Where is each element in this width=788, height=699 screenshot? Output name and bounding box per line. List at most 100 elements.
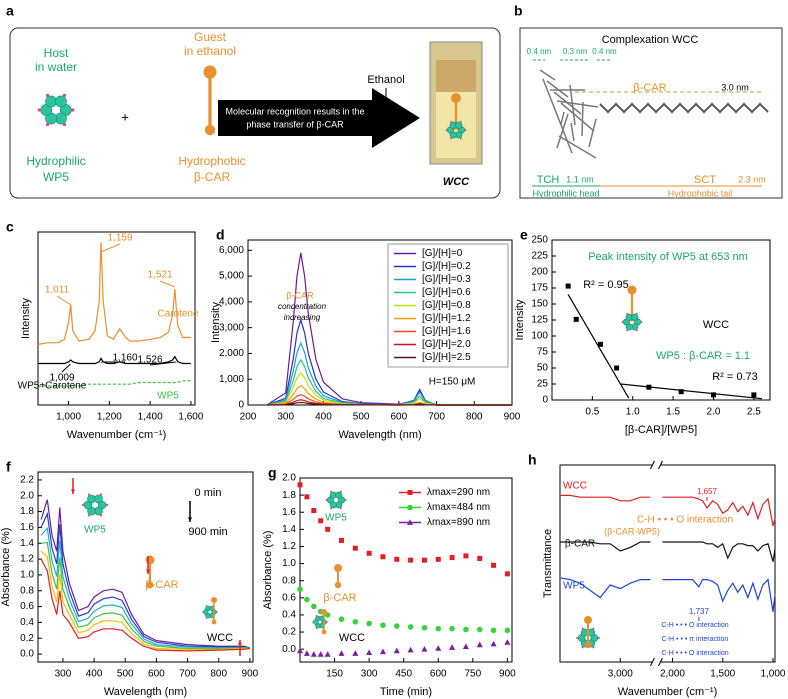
point [394,556,400,562]
x-axis-label: Wavenumber (cm⁻¹) [67,429,167,441]
point [407,646,414,653]
host-icon-atom [626,329,629,332]
peak-arrow [159,280,176,288]
y-tick-label: 1.0 [282,558,296,569]
y-tick-label: 1.6 [282,507,296,518]
annotation: R² = 0.73 [712,371,758,383]
point [435,645,442,651]
host-icon-atom [87,493,91,496]
x-tick-label: 300 [55,669,72,680]
point [490,640,497,647]
legend-label: λmax=290 nm [427,487,490,498]
host-icon-atom [99,514,103,517]
molecule-host [560,102,595,132]
panel-label: h [528,452,537,468]
point [490,627,497,634]
host-icon-atom [71,108,75,112]
x-axis-label: [β-CAR]/[WP5] [625,424,697,436]
point [311,508,317,514]
molecule-host [539,69,556,81]
peak-label: 1,657 [697,487,718,496]
host-icon-atom [592,627,595,630]
point [352,650,359,656]
x-tick-label: 1,500 [710,669,735,680]
annotation: R² = 0.95 [583,279,629,291]
point [597,341,603,347]
series-label: WP5+Carotene [18,381,87,392]
legend-label: [G]/[H]=0.6 [422,287,471,298]
host-icon [55,95,67,108]
peak-label: 1,160 [112,353,137,364]
point [504,627,511,634]
series-line [40,499,251,649]
y-tick-label: 1.4 [20,538,34,549]
panel-box [9,27,501,199]
series-line [266,401,512,406]
host-icon-atom [581,646,584,649]
molecule-host [556,113,569,149]
y-tick-label: 200 [531,267,548,278]
series-line [40,511,250,649]
legend-label: [G]/[H]=1.2 [422,313,471,324]
host-icon-atom [592,646,595,649]
molecule-host [570,122,575,142]
label: WP5 [43,170,69,184]
series-line [40,526,250,649]
point [463,626,469,633]
big-arrow [218,88,420,148]
guest-icon-end [451,93,461,103]
x-tick-label: 1,200 [97,412,122,423]
host-icon-atom [105,503,109,507]
guest-icon-end [146,581,154,589]
panel-label: f [6,459,11,475]
annotation: 0 min [195,487,222,499]
point [407,490,413,495]
x-tick-label: 1,000 [760,669,785,680]
y-tick-label: 225 [531,251,548,262]
x-tick-label: 1,000 [56,412,81,423]
point [421,624,428,631]
y-tick-label: 50 [537,363,549,374]
y-tick-label: 25 [537,379,549,390]
series-label: WP5 [563,581,585,592]
label: Molecular recognition results in the [225,106,364,116]
series-line [560,494,776,527]
y-axis-label: Intensity [20,298,32,339]
point [338,650,345,656]
point [311,603,317,610]
annotation: H=150 μM [429,377,476,388]
point [303,650,310,656]
point [573,316,579,322]
x-tick-label: 1,600 [178,412,203,423]
y-tick-label: 6,000 [219,245,244,256]
series-label: WCC [563,481,587,492]
molecule-host [556,100,599,108]
y-axis-label: Intensity [210,302,222,343]
host-icon-atom [459,120,462,123]
molecule-host [560,111,565,125]
series-line [40,550,250,650]
point [297,647,303,654]
molecule-chain [599,102,769,114]
point [407,624,414,630]
guest-icon-end [203,65,217,79]
point [380,554,386,560]
point [380,622,386,628]
x-tick-label: 500 [117,669,134,680]
arrow-head [238,640,242,645]
point [476,641,483,648]
x-tick-label: 800 [466,412,483,423]
x-tick-label: 800 [210,669,227,680]
label: Hydrophobic [178,154,245,168]
legend-label: [G]/[H]=1.6 [422,326,471,337]
x-tick-label: 750 [464,669,481,680]
annotation: WCC [339,632,365,644]
plot-frame [299,477,513,663]
point [421,557,427,563]
point [324,651,331,657]
y-tick-label: 4,000 [219,297,244,308]
host-icon-atom [450,120,453,123]
annotation: concentration [278,302,327,311]
x-tick-label: 3,000 [608,669,633,680]
